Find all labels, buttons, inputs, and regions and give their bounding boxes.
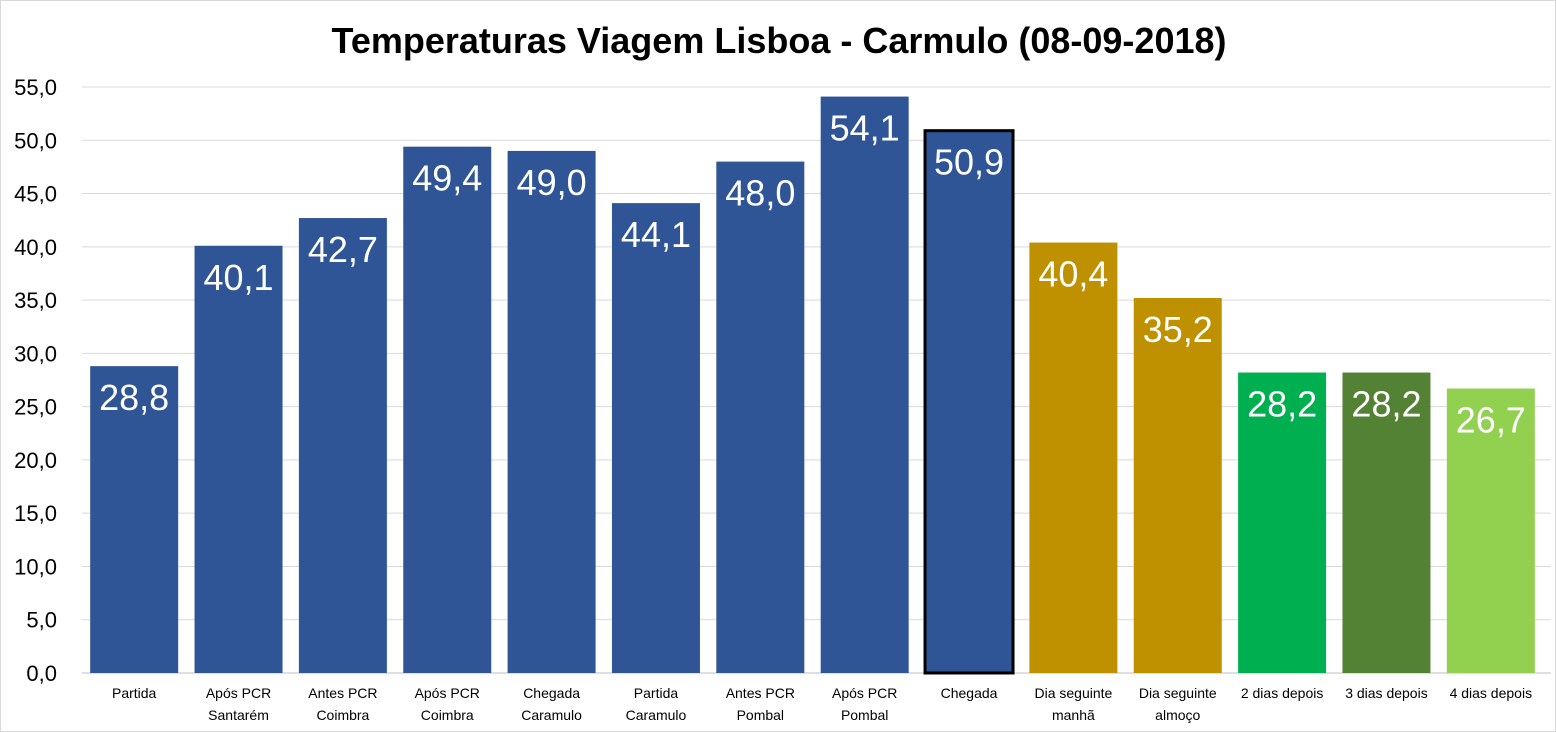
x-tick-label: Coimbra xyxy=(316,707,369,723)
x-tick-label: 4 dias depois xyxy=(1450,685,1533,701)
bar xyxy=(716,161,805,673)
bar xyxy=(611,203,700,673)
data-label: 42,7 xyxy=(308,229,378,270)
x-tick-label: Dia seguinte xyxy=(1034,685,1112,701)
x-tick-label: Antes PCR xyxy=(308,685,377,701)
x-tick-label: 2 dias depois xyxy=(1241,685,1324,701)
bar xyxy=(90,366,179,673)
y-tick-label: 0,0 xyxy=(26,661,57,686)
x-tick-label: Após PCR xyxy=(832,685,897,701)
x-tick-label: Pombal xyxy=(841,707,888,723)
data-label: 40,4 xyxy=(1038,254,1108,295)
bar xyxy=(1133,297,1222,673)
x-tick-label: manhã xyxy=(1052,707,1095,723)
y-tick-label: 45,0 xyxy=(14,182,57,207)
x-axis: Partida Após PCR Santarém Antes PCR Coimbra A… xyxy=(112,685,1532,723)
x-tick-label: almoço xyxy=(1155,707,1200,723)
bar xyxy=(403,146,492,673)
x-tick-label: Chegada xyxy=(523,685,580,701)
bar xyxy=(923,129,1015,675)
y-axis: 0,0 5,0 10,0 15,0 20,0 25,0 30,0 35,0 40,0 45,0 50… xyxy=(14,75,57,686)
x-tick-label: Antes PCR xyxy=(726,685,795,701)
data-label: 49,4 xyxy=(412,158,482,199)
y-tick-label: 20,0 xyxy=(14,448,57,473)
y-tick-label: 5,0 xyxy=(26,608,57,633)
data-label: 40,1 xyxy=(203,257,273,298)
data-label: 49,0 xyxy=(517,162,587,203)
y-tick-label: 40,0 xyxy=(14,235,57,260)
data-label: 48,0 xyxy=(725,173,795,214)
data-label: 50,9 xyxy=(934,142,1004,183)
bars: 28,8 40,1 42,7 49,4 49,0 44,1 48,0 54,1 50,9 40,4… xyxy=(90,96,1535,675)
data-label: 54,1 xyxy=(830,108,900,149)
bar xyxy=(298,218,387,673)
chart-title: Temperaturas Viagem Lisboa - Carmulo (08… xyxy=(332,20,1227,61)
x-tick-label: Após PCR xyxy=(415,685,480,701)
x-tick-label: Caramulo xyxy=(521,707,582,723)
x-tick-label: 3 dias depois xyxy=(1345,685,1428,701)
y-tick-label: 25,0 xyxy=(14,395,57,420)
bar xyxy=(1029,242,1118,673)
bar xyxy=(507,150,596,674)
x-tick-label: Após PCR xyxy=(206,685,271,701)
data-label: 28,2 xyxy=(1351,384,1421,425)
data-label: 28,2 xyxy=(1247,384,1317,425)
data-label: 26,7 xyxy=(1456,400,1526,441)
x-tick-label: Caramulo xyxy=(626,707,687,723)
x-tick-label: Pombal xyxy=(737,707,784,723)
x-tick-label: Coimbra xyxy=(421,707,474,723)
x-tick-label: Dia seguinte xyxy=(1139,685,1217,701)
x-tick-label: Chegada xyxy=(941,685,998,701)
bar xyxy=(820,96,909,673)
data-label: 35,2 xyxy=(1143,309,1213,350)
bar xyxy=(1238,372,1327,673)
bar xyxy=(1342,372,1431,673)
x-tick-label: Partida xyxy=(634,685,679,701)
x-tick-label: Santarém xyxy=(208,707,269,723)
y-tick-label: 55,0 xyxy=(14,75,57,100)
bar xyxy=(1446,388,1535,673)
y-tick-label: 30,0 xyxy=(14,341,57,366)
y-tick-label: 15,0 xyxy=(14,501,57,526)
y-tick-label: 10,0 xyxy=(14,554,57,579)
y-tick-label: 50,0 xyxy=(14,128,57,153)
y-tick-label: 35,0 xyxy=(14,288,57,313)
data-label: 44,1 xyxy=(621,214,691,255)
data-label: 28,8 xyxy=(99,377,169,418)
x-tick-label: Partida xyxy=(112,685,157,701)
bar xyxy=(194,245,283,673)
